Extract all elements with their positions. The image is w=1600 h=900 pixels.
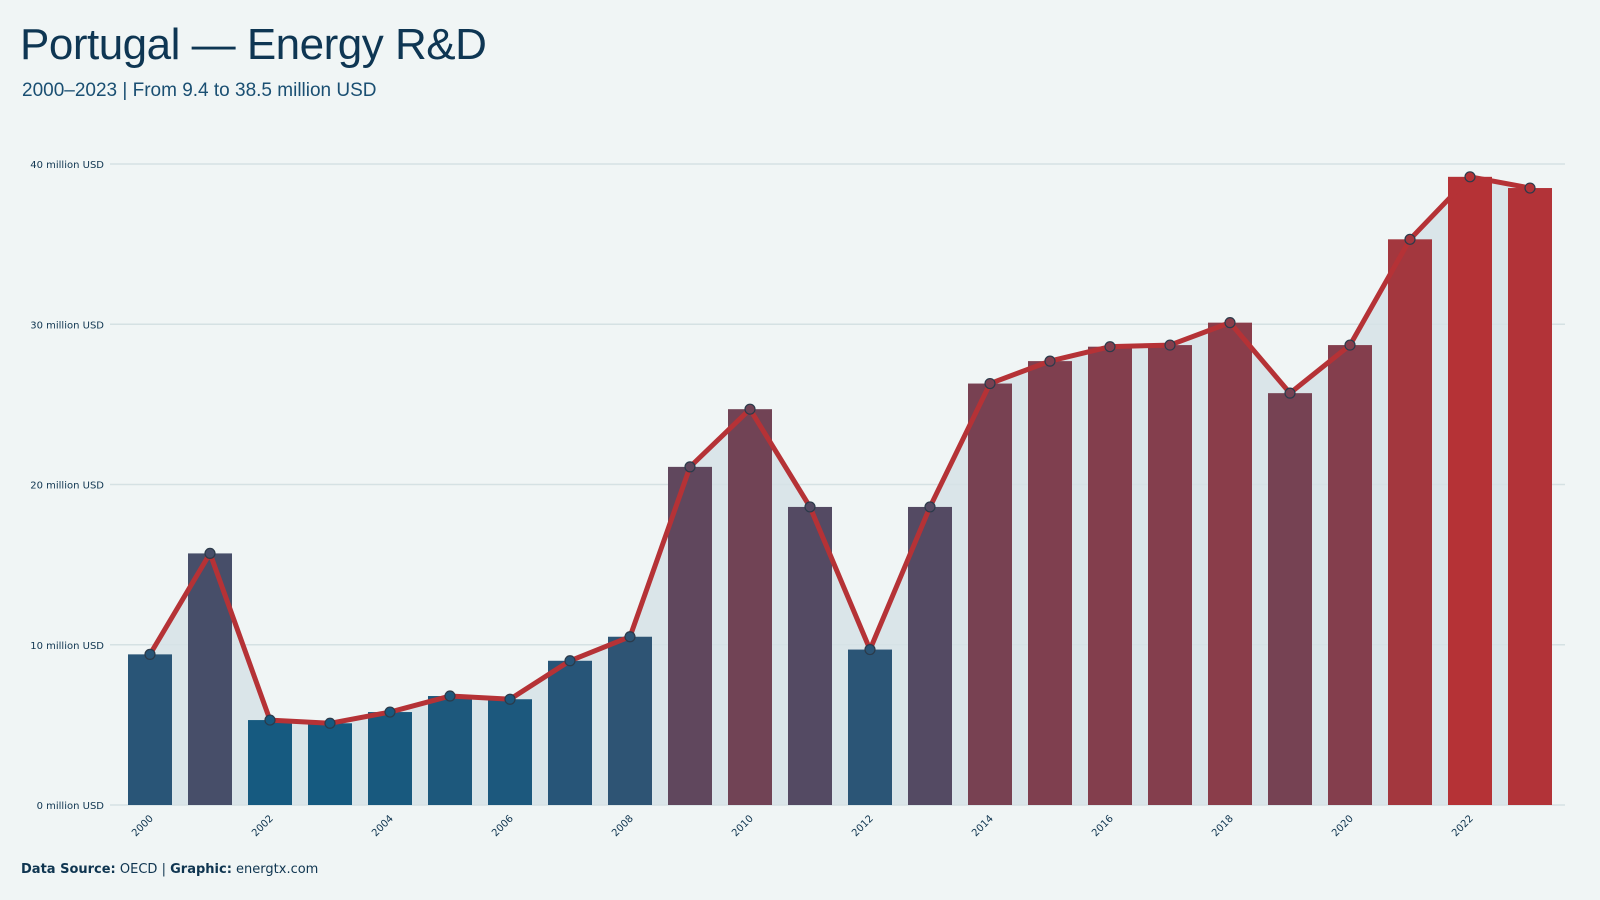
x-tick-label: 2008	[610, 813, 636, 839]
bar-2013	[908, 506, 952, 805]
y-tick-label: 10 million USD	[30, 641, 104, 652]
point-2001	[204, 547, 216, 560]
y-tick-label: 40 million USD	[30, 160, 104, 171]
graphic-value: energtx.com	[236, 862, 319, 877]
point-2019	[1284, 387, 1296, 399]
bar-2022	[1448, 176, 1492, 805]
bar-2021	[1388, 239, 1432, 805]
point-2018	[1224, 317, 1236, 329]
x-tick-label: 2014	[970, 813, 996, 839]
bar-2002	[248, 720, 292, 805]
source-caption: Data Source: OECD | Graphic: energtx.com	[21, 862, 318, 877]
point-2008	[624, 631, 636, 643]
point-2003	[324, 717, 336, 729]
bar-2000	[128, 654, 172, 805]
bar-2010	[728, 409, 772, 805]
bar-2014	[968, 383, 1012, 805]
point-2022	[1464, 171, 1476, 183]
point-2000	[144, 648, 156, 660]
bar-2017	[1148, 345, 1192, 805]
point-2006	[504, 693, 516, 705]
point-2012	[864, 643, 876, 656]
graphic-label: Graphic:	[170, 862, 232, 877]
area-under-line	[150, 176, 1530, 805]
source-value: OECD	[119, 862, 158, 877]
trend-line-path	[147, 174, 1533, 726]
point-2005	[444, 690, 456, 702]
bar-2015	[1028, 361, 1072, 805]
source-label: Data Source:	[21, 862, 116, 877]
y-tick-label: 30 million USD	[30, 320, 104, 331]
x-tick-label: 2000	[130, 813, 156, 839]
chart-subtitle: 2000–2023 | From 9.4 to 38.5 million USD	[22, 80, 377, 101]
point-2023	[1524, 182, 1536, 194]
point-2016	[1104, 341, 1116, 353]
x-tick-label: 2002	[250, 813, 276, 839]
x-tick-label: 2020	[1330, 813, 1356, 839]
y-axis-ticks: 0 million USD 10 million USD 20 million US…	[30, 160, 104, 812]
bar-2011	[788, 506, 832, 805]
bar-2012	[848, 649, 892, 805]
data-points	[144, 171, 1536, 729]
point-2021	[1404, 233, 1416, 245]
bar-2008	[608, 636, 652, 805]
y-tick-label: 20 million USD	[30, 481, 104, 492]
x-tick-label: 2018	[1210, 813, 1236, 839]
x-axis-ticks: 2000 2002 2004 2006 2008 2010 2012 2014 2016 2018…	[130, 813, 1476, 839]
bar-2018	[1208, 322, 1252, 805]
trend-line	[147, 174, 1533, 726]
bar-2016	[1088, 346, 1132, 805]
bar-2007	[548, 660, 592, 805]
y-tick-label: 0 million USD	[37, 801, 105, 812]
bar-2009	[668, 466, 712, 805]
point-2011	[804, 501, 816, 513]
bar-2005	[428, 696, 472, 805]
x-tick-label: 2006	[490, 813, 516, 839]
point-2014	[984, 377, 996, 390]
chart-title: Portugal — Energy R&D	[20, 20, 487, 69]
bar-2020	[1328, 345, 1372, 805]
point-2010	[744, 403, 756, 415]
bar-2019	[1268, 393, 1312, 805]
point-2009	[684, 461, 696, 473]
bar-2003	[308, 723, 352, 805]
area-fill	[150, 176, 1530, 805]
x-tick-label: 2004	[370, 813, 396, 839]
point-2020	[1344, 339, 1356, 351]
bar-2006	[488, 699, 532, 805]
x-tick-label: 2010	[730, 813, 756, 839]
bar-2004	[368, 712, 412, 805]
point-2015	[1044, 355, 1056, 367]
point-2013	[924, 501, 936, 513]
x-tick-label: 2022	[1450, 813, 1476, 839]
point-2004	[384, 706, 396, 718]
point-2002	[264, 714, 276, 726]
caption-separator: |	[161, 862, 166, 877]
x-tick-label: 2016	[1090, 813, 1116, 839]
point-2007	[564, 655, 576, 667]
x-tick-label: 2012	[850, 813, 876, 839]
bars	[128, 176, 1552, 806]
point-2017	[1164, 339, 1176, 351]
bar-2023	[1508, 188, 1552, 806]
